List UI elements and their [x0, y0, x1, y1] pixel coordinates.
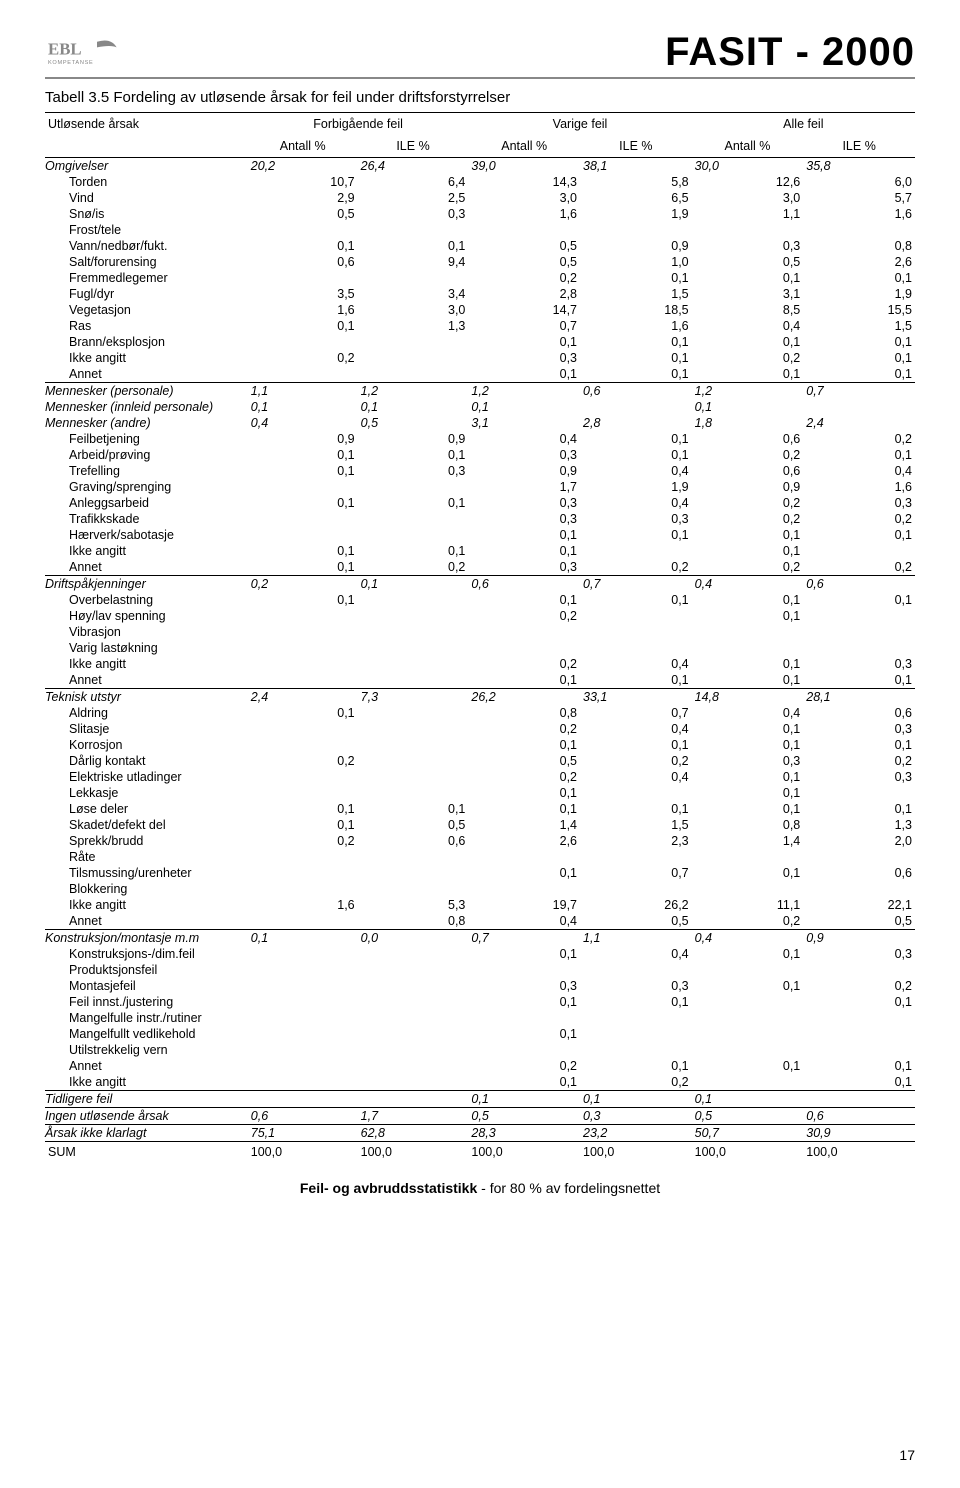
table-row: Høy/lav spenning0,20,1 [45, 608, 915, 624]
table-row: Driftspåkjenninger0,20,10,60,70,40,6 [45, 576, 915, 593]
svg-text:KOMPETANSE: KOMPETANSE [48, 60, 93, 66]
table-row: Annet0,10,10,10,1 [45, 672, 915, 689]
table-row: Brann/eksplosjon0,10,10,10,1 [45, 334, 915, 350]
table-row: Annet0,80,40,50,20,5 [45, 913, 915, 930]
table-row: Tilsmussing/urenheter0,10,70,10,6 [45, 865, 915, 881]
page-header: EBL KOMPETANSE FASIT - 2000 [45, 30, 915, 79]
table-row: Ikke angitt1,65,319,726,211,122,1 [45, 897, 915, 913]
table-row: Annet0,10,20,30,20,20,2 [45, 559, 915, 576]
table-row: Sprekk/brudd0,20,62,62,31,42,0 [45, 833, 915, 849]
page-number: 17 [899, 1447, 915, 1463]
table-row: Montasjefeil0,30,30,10,2 [45, 978, 915, 994]
table-row: Feilbetjening0,90,90,40,10,60,2 [45, 431, 915, 447]
table-row: Salt/forurensing0,69,40,51,00,52,6 [45, 254, 915, 270]
table-row: Snø/is0,50,31,61,91,11,6 [45, 206, 915, 222]
table-row: Ras0,11,30,71,60,41,5 [45, 318, 915, 334]
table-row: Elektriske utladinger0,20,40,10,3 [45, 769, 915, 785]
table-row: Ingen utløsende årsak0,61,70,50,30,50,6 [45, 1108, 915, 1125]
table-row: Mennesker (innleid personale)0,10,10,10,… [45, 399, 915, 415]
table-row: Fremmedlegemer0,20,10,10,1 [45, 270, 915, 286]
table-row: Graving/sprenging1,71,90,91,6 [45, 479, 915, 495]
table-row: Løse deler0,10,10,10,10,10,1 [45, 801, 915, 817]
table-row: Konstruksjon/montasje m.m0,10,00,71,10,4… [45, 930, 915, 947]
table-row: Råte [45, 849, 915, 865]
table-row: Anleggsarbeid0,10,10,30,40,20,3 [45, 495, 915, 511]
table-row: Årsak ikke klarlagt75,162,828,323,250,73… [45, 1125, 915, 1142]
col-group-3: Alle feil [692, 113, 915, 136]
table-row: Aldring0,10,80,70,40,6 [45, 705, 915, 721]
sub-antall-2: Antall % [468, 135, 580, 158]
table-row: Ikke angitt0,10,20,1 [45, 1074, 915, 1091]
table-row: Vind2,92,53,06,53,05,7 [45, 190, 915, 206]
table-row: Overbelastning0,10,10,10,10,1 [45, 592, 915, 608]
table-row: Torden10,76,414,35,812,66,0 [45, 174, 915, 190]
table-row: Feil innst./justering0,10,10,1 [45, 994, 915, 1010]
footer-rest: - for 80 % av fordelingsnettet [477, 1180, 660, 1196]
table-caption: Tabell 3.5 Fordeling av utløsende årsak … [45, 89, 915, 106]
table-row: Mangelfullt vedlikehold0,1 [45, 1026, 915, 1042]
svg-text:EBL: EBL [48, 39, 82, 58]
table-row: Tidligere feil0,10,10,1 [45, 1091, 915, 1108]
table-row: Ikke angitt0,10,10,10,1 [45, 543, 915, 559]
table-row: Annet0,10,10,10,1 [45, 366, 915, 383]
table-row: Omgivelser20,226,439,038,130,035,8 [45, 158, 915, 175]
sub-ile-3: ILE % [803, 135, 915, 158]
sub-antall-3: Antall % [692, 135, 804, 158]
table-row: Ikke angitt0,20,40,10,3 [45, 656, 915, 672]
table-row: Slitasje0,20,40,10,3 [45, 721, 915, 737]
sum-row: SUM100,0100,0100,0100,0100,0100,0 [45, 1142, 915, 1163]
col-cause: Utløsende årsak [45, 113, 248, 136]
table-row: Vann/nedbør/fukt.0,10,10,50,90,30,8 [45, 238, 915, 254]
footer-text: Feil- og avbruddsstatistikk - for 80 % a… [45, 1180, 915, 1196]
table-row: Lekkasje0,10,1 [45, 785, 915, 801]
col-group-1: Forbigående feil [248, 113, 469, 136]
table-row: Fugl/dyr3,53,42,81,53,11,9 [45, 286, 915, 302]
table-row: Trafikkskade0,30,30,20,2 [45, 511, 915, 527]
logo: EBL KOMPETANSE [45, 39, 135, 67]
table-row: Varig lastøkning [45, 640, 915, 656]
data-table: Utløsende årsak Forbigående feil Varige … [45, 112, 915, 1162]
table-row: Konstruksjons-/dim.feil0,10,40,10,3 [45, 946, 915, 962]
footer-bold: Feil- og avbruddsstatistikk [300, 1180, 477, 1196]
table-row: Korrosjon0,10,10,10,1 [45, 737, 915, 753]
report-title: FASIT - 2000 [665, 30, 915, 75]
table-row: Vibrasjon [45, 624, 915, 640]
table-row: Dårlig kontakt0,20,50,20,30,2 [45, 753, 915, 769]
table-row: Blokkering [45, 881, 915, 897]
table-row: Annet0,20,10,10,1 [45, 1058, 915, 1074]
table-row: Vegetasjon1,63,014,718,58,515,5 [45, 302, 915, 318]
table-row: Arbeid/prøving0,10,10,30,10,20,1 [45, 447, 915, 463]
sub-antall-1: Antall % [248, 135, 358, 158]
table-row: Mennesker (personale)1,11,21,20,61,20,7 [45, 383, 915, 400]
sub-ile-1: ILE % [358, 135, 469, 158]
table-row: Produktsjonsfeil [45, 962, 915, 978]
table-row: Mangelfulle instr./rutiner [45, 1010, 915, 1026]
sub-ile-2: ILE % [580, 135, 692, 158]
table-row: Hærverk/sabotasje0,10,10,10,1 [45, 527, 915, 543]
table-row: Trefelling0,10,30,90,40,60,4 [45, 463, 915, 479]
table-row: Mennesker (andre)0,40,53,12,81,82,4 [45, 415, 915, 431]
table-row: Skadet/defekt del0,10,51,41,50,81,3 [45, 817, 915, 833]
table-row: Frost/tele [45, 222, 915, 238]
col-group-2: Varige feil [468, 113, 691, 136]
table-row: Ikke angitt0,20,30,10,20,1 [45, 350, 915, 366]
table-row: Utilstrekkelig vern [45, 1042, 915, 1058]
table-row: Teknisk utstyr2,47,326,233,114,828,1 [45, 689, 915, 706]
